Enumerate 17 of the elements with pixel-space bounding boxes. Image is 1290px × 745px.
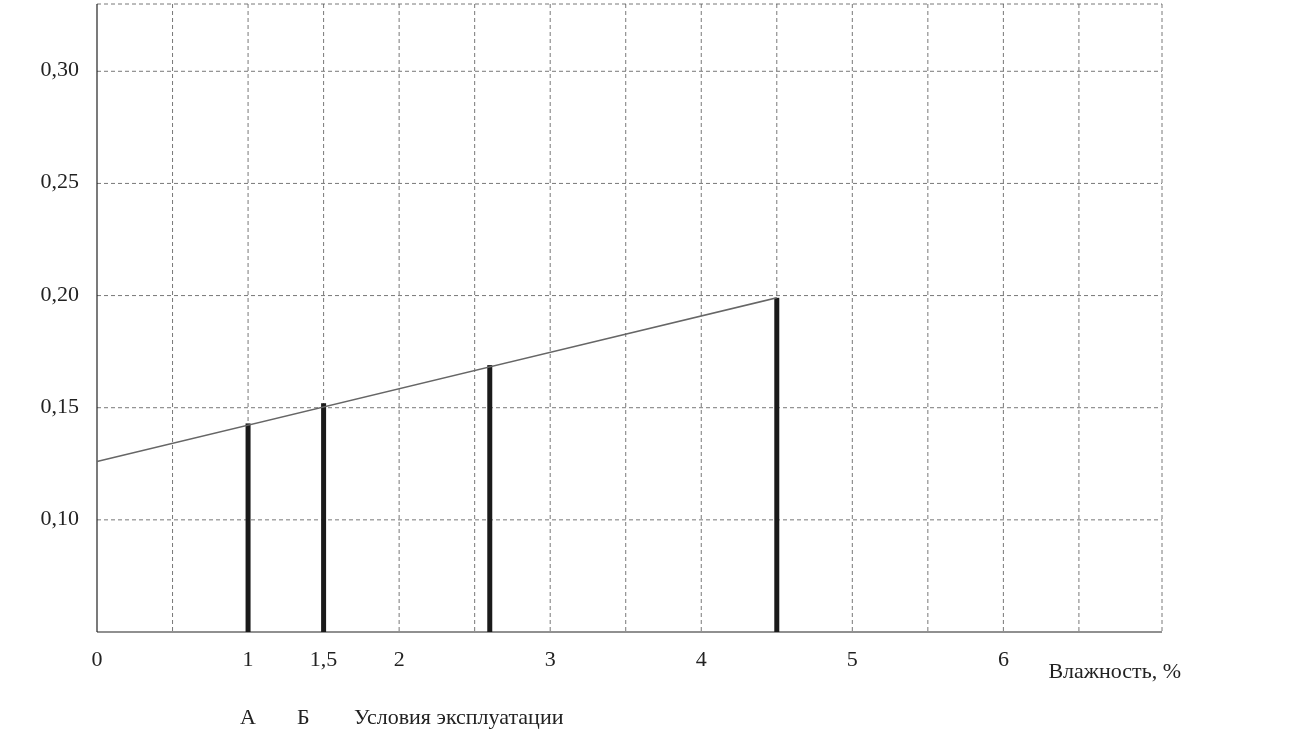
y-tick-label: 0,15 xyxy=(40,392,79,418)
x-tick-label: 6 xyxy=(997,646,1009,671)
text: Условия эксплуатации xyxy=(354,704,564,729)
x-tick-label: 1,5 xyxy=(309,646,338,671)
y-tick-label: 0,10 xyxy=(40,504,79,530)
text: Б xyxy=(297,704,310,729)
y-tick-label: 0,25 xyxy=(40,168,79,194)
x-tick-label: 2 xyxy=(393,646,405,671)
y-tick-label: 0,20 xyxy=(40,280,79,306)
y-tick-label: 0,30 xyxy=(40,56,79,82)
x-tick-label: 4 xyxy=(695,646,707,671)
x-tick-label: 5 xyxy=(846,646,858,671)
x-tick-label: 1 xyxy=(242,646,254,671)
text: А xyxy=(240,704,256,729)
x-tick-label: 3 xyxy=(544,646,556,671)
x-tick-label: 0 xyxy=(91,646,103,671)
x-axis-title: Влажность, % xyxy=(1048,658,1182,683)
